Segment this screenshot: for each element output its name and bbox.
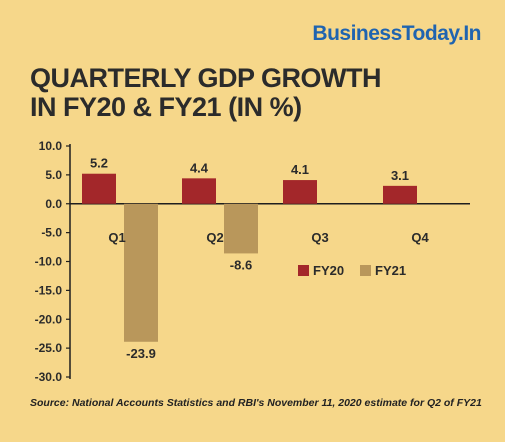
legend-swatch-fy21 [360,265,371,276]
bar-fy20-q1 [82,173,116,204]
bar-fy20-q3 [283,180,317,204]
y-tick-label: 5.0 [45,168,62,182]
y-tick-label: -5.0 [41,226,62,240]
y-tick-label: -20.0 [35,312,63,326]
y-tick-label: -30.0 [35,370,63,384]
brand-logo: BusinessToday.In [312,22,481,45]
bar-fy21-q2 [224,203,258,254]
chart-title-line-1: QUARTERLY GDP GROWTH [30,63,382,93]
bar-fy21-q1 [124,203,158,342]
legend-label-fy21: FY21 [375,263,406,278]
y-tick-label: -15.0 [35,283,63,297]
data-label-fy20-q4: 3.1 [391,168,409,183]
y-tick-label: 0.0 [45,197,62,211]
category-label-q1: Q1 [108,230,125,245]
data-label-fy20-q3: 4.1 [291,162,309,177]
y-tick-label: -10.0 [35,255,63,269]
data-label-fy21-q1: -23.9 [126,346,156,361]
category-label-q3: Q3 [311,230,328,245]
y-tick-label: -25.0 [35,341,63,355]
data-label-fy20-q2: 4.4 [190,160,209,175]
y-tick-label: 10.0 [39,139,63,153]
chart-title: QUARTERLY GDP GROWTH IN FY20 & FY21 (IN … [30,63,382,122]
legend-swatch-fy20 [298,265,309,276]
source-note: Source: National Accounts Statistics and… [30,397,482,409]
bar-fy20-q2 [182,178,216,204]
chart-title-line-2: IN FY20 & FY21 (IN %) [30,92,302,122]
category-label-q4: Q4 [411,230,429,245]
category-label-q2: Q2 [206,230,223,245]
legend-label-fy20: FY20 [313,263,344,278]
data-label-fy20-q1: 5.2 [90,156,108,171]
bar-fy20-q4 [383,185,417,204]
data-label-fy21-q2: -8.6 [230,257,252,272]
